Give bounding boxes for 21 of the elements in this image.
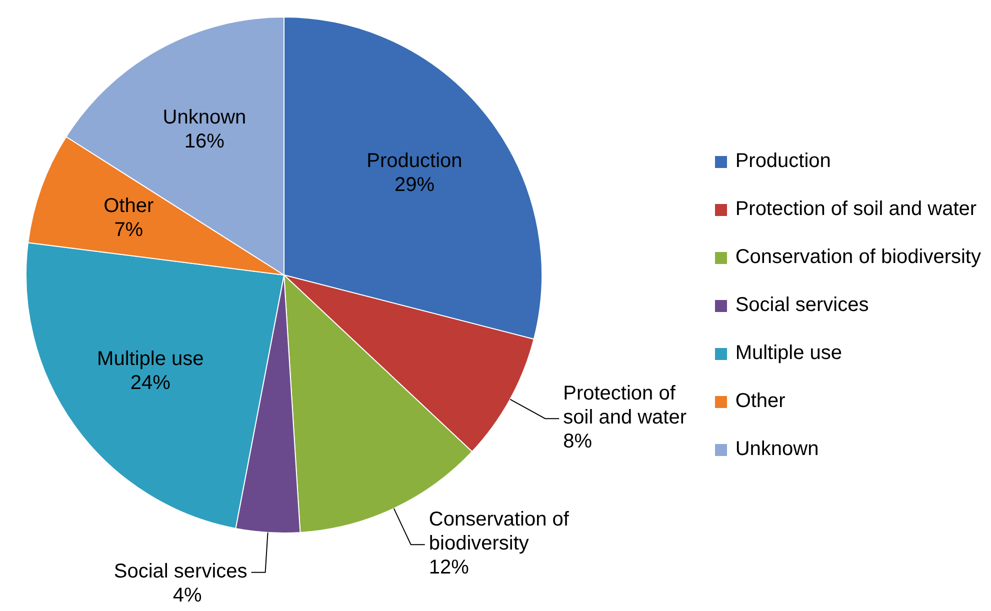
data-label: 24% xyxy=(130,372,171,394)
legend-label: Protection of soil and water xyxy=(735,198,977,221)
slice-label: Conservation of biodiversity xyxy=(428,508,570,555)
data-label: 8% xyxy=(563,430,592,453)
legend-label: Multiple use xyxy=(735,342,842,365)
slice-label: Social services xyxy=(114,560,248,583)
legend-label: Conservation of biodiversity xyxy=(735,246,981,269)
slice-label: Other xyxy=(104,195,154,218)
data-label: 29% xyxy=(394,174,435,196)
data-label: 4% xyxy=(172,584,202,607)
legend-label: Social services xyxy=(735,294,869,317)
data-label: 16% xyxy=(184,130,225,153)
legend-label: Production xyxy=(735,150,831,173)
data-label: 7% xyxy=(114,219,144,242)
legend-label: Unknown xyxy=(735,438,819,461)
slice-label: Production xyxy=(366,150,462,172)
data-label: 12% xyxy=(428,556,470,579)
slice-label: Protection of soil and water xyxy=(563,382,687,429)
slice-label: Unknown xyxy=(162,106,246,129)
slice-label: Multiple use xyxy=(97,348,204,370)
legend-label: Other xyxy=(735,390,786,413)
